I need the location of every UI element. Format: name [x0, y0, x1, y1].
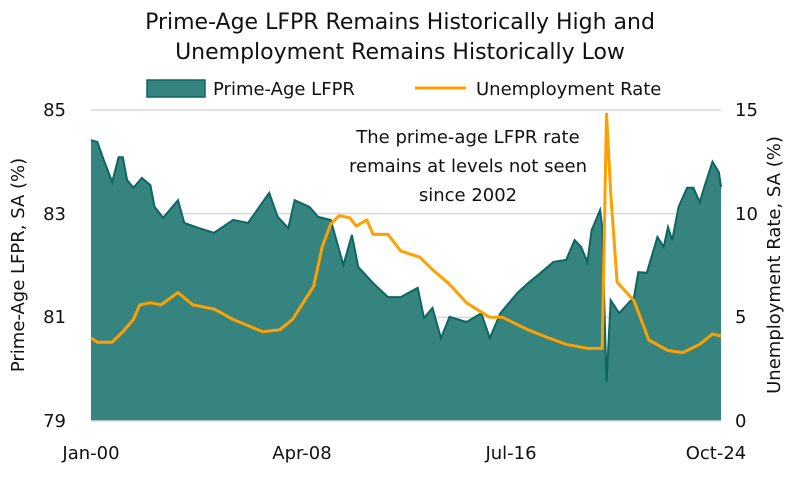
x-tick-jul-16: Jul-16: [484, 443, 536, 464]
annotation-line-3: since 2002: [419, 185, 517, 206]
x-tick-oct-24: Oct-24: [686, 443, 747, 464]
left-tick-85: 85: [43, 100, 66, 121]
right-tick-0: 0: [735, 411, 746, 432]
left-tick-83: 83: [43, 204, 66, 225]
left-ticks: 85 83 81 79: [43, 100, 66, 432]
lfpr-area: [91, 140, 721, 421]
x-ticks: Jan-00 Apr-08 Jul-16 Oct-24: [61, 443, 746, 464]
right-tick-15: 15: [735, 100, 758, 121]
right-ticks: 15 10 5 0: [735, 100, 758, 432]
unemployment-line: [90, 112, 722, 355]
left-axis-title: Prime-Age LFPR, SA (%): [8, 158, 29, 372]
right-tick-10: 10: [735, 204, 758, 225]
annotation-line-2: remains at levels not seen: [349, 156, 587, 177]
legend-swatch-lfpr: [146, 79, 206, 98]
chart-title-line-1: Prime-Age LFPR Remains Historically High…: [145, 10, 655, 35]
left-tick-81: 81: [43, 307, 66, 328]
legend-label-lfpr: Prime-Age LFPR: [213, 79, 355, 100]
x-tick-jan-00: Jan-00: [61, 443, 119, 464]
annotation: The prime-age LFPR rate remains at level…: [349, 127, 587, 206]
x-tick-apr-08: Apr-08: [272, 443, 331, 464]
legend: Prime-Age LFPR Unemployment Rate: [146, 79, 661, 100]
legend-label-unemployment: Unemployment Rate: [476, 79, 661, 100]
right-axis-title: Unemployment Rate, SA (%): [764, 136, 785, 394]
right-tick-5: 5: [735, 307, 746, 328]
chart-title-line-2: Unemployment Remains Historically Low: [175, 40, 625, 65]
left-tick-79: 79: [43, 411, 66, 432]
annotation-line-1: The prime-age LFPR rate: [355, 127, 579, 148]
lfpr-line: [90, 139, 722, 383]
